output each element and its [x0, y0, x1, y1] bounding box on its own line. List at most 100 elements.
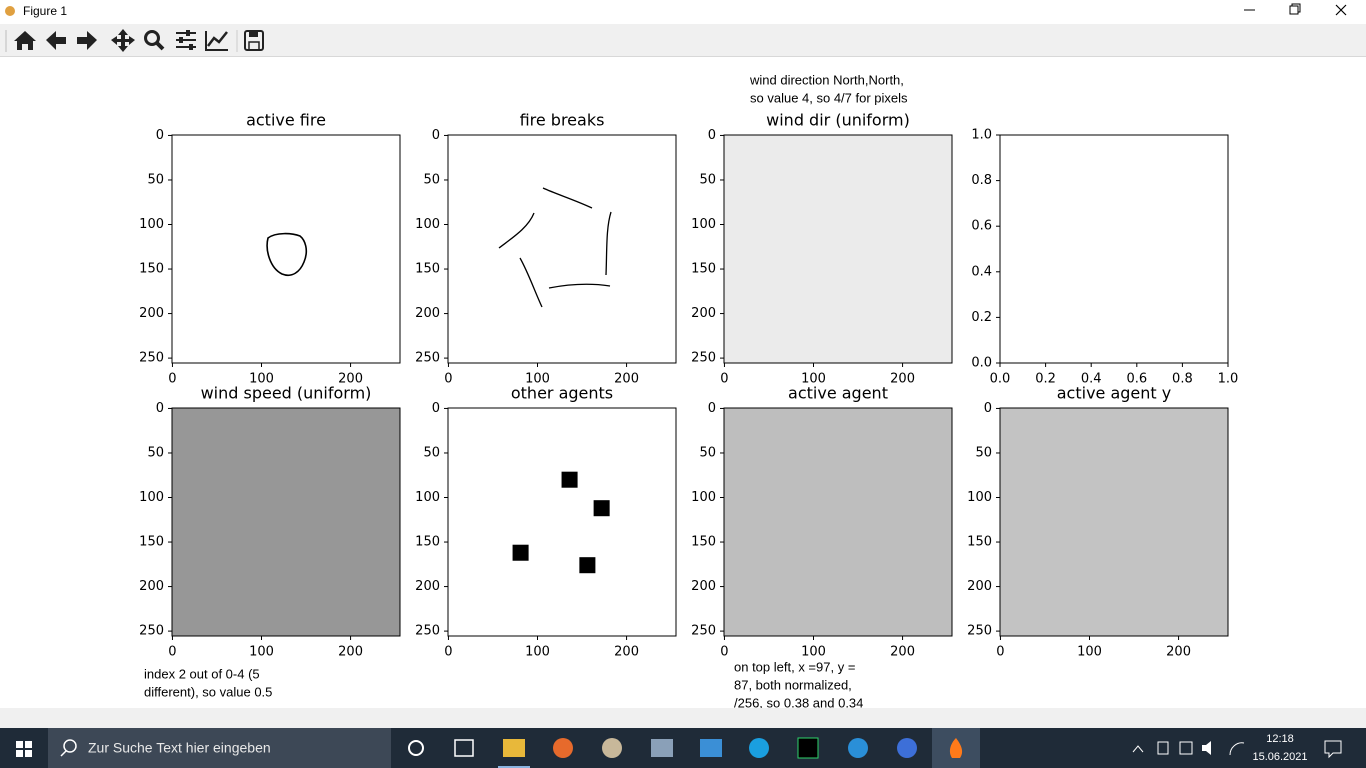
save-button[interactable]	[244, 30, 264, 51]
y-tick-label: 200	[967, 579, 992, 594]
axes-image	[172, 408, 400, 636]
agent	[593, 500, 610, 517]
back-button[interactable]	[46, 31, 66, 50]
x-tick-label: 100	[249, 645, 274, 660]
network-icon[interactable]	[1229, 742, 1245, 756]
y-tick-label: 0	[708, 128, 716, 143]
task-view-button[interactable]	[454, 739, 474, 757]
pan-button[interactable]	[111, 29, 135, 52]
y-tick-label: 250	[415, 624, 440, 639]
y-tick-label: 250	[691, 624, 716, 639]
subplot: fire breaks 0 100 200 0 50 100 150 200 250	[415, 111, 677, 387]
x-tick-label: 200	[614, 372, 639, 387]
y-tick-label: 50	[699, 172, 716, 187]
x-tick-label: 0.6	[1126, 372, 1147, 387]
y-tick-label: 50	[147, 172, 164, 187]
axes-frame	[723, 407, 953, 637]
axes-edit-button[interactable]	[205, 31, 228, 51]
clock-date: 15.06.2021	[1252, 751, 1307, 763]
x-tick-label: 100	[1077, 645, 1102, 660]
annotation: different), so value 0.5	[144, 684, 272, 699]
axes-title: wind dir (uniform)	[766, 111, 910, 130]
skype-icon[interactable]	[749, 738, 769, 758]
subplot: active agent 0 100 200 0 50 100 150 200 250	[691, 384, 953, 660]
axes-image	[1000, 135, 1228, 363]
x-tick-label: 0	[996, 645, 1004, 660]
y-tick-label: 100	[415, 490, 440, 505]
y-tick-label: 100	[415, 217, 440, 232]
app-icon-5[interactable]	[700, 739, 722, 757]
y-tick-label: 0	[156, 128, 164, 143]
y-tick-label: 100	[691, 490, 716, 505]
signal-icon[interactable]	[897, 738, 917, 758]
close-button[interactable]	[1335, 4, 1347, 16]
pycharm-icon[interactable]	[797, 737, 819, 759]
cortana-button[interactable]	[408, 740, 424, 756]
annotation: 87, both normalized,	[734, 677, 852, 692]
y-tick-label: 150	[415, 535, 440, 550]
search-box[interactable]: Zur Suche Text hier eingeben	[48, 728, 391, 768]
axes-title: active agent	[788, 384, 888, 403]
window-title: Figure 1	[23, 4, 67, 18]
axes-image	[1000, 408, 1228, 636]
x-tick-label: 200	[338, 645, 363, 660]
y-tick-label: 150	[691, 262, 716, 277]
y-tick-label: 250	[139, 624, 164, 639]
y-tick-label: 0	[156, 401, 164, 416]
annotation: /256, so 0.38 and 0.34	[734, 695, 863, 710]
axes-frame	[447, 134, 677, 364]
firefox-icon[interactable]	[553, 738, 573, 758]
tray-icon[interactable]	[1179, 741, 1193, 755]
annotation: wind direction North,North,	[749, 72, 904, 87]
x-tick-label: 1.0	[1218, 372, 1239, 387]
fire-ring	[266, 232, 308, 277]
edge-icon[interactable]	[848, 738, 868, 758]
y-tick-label: 100	[139, 490, 164, 505]
axes-frame	[999, 407, 1229, 637]
y-tick-label: 1.0	[971, 128, 992, 143]
configure-button[interactable]	[176, 30, 196, 50]
app-icon-4[interactable]	[651, 739, 673, 757]
y-tick-label: 0.8	[971, 173, 992, 188]
zoom-button[interactable]	[144, 30, 165, 51]
y-tick-label: 50	[423, 172, 440, 187]
x-tick-label: 200	[890, 372, 915, 387]
axes-title: active agent y	[1057, 384, 1172, 403]
x-tick-label: 0.8	[1172, 372, 1193, 387]
y-tick-label: 250	[967, 624, 992, 639]
x-tick-label: 100	[801, 645, 826, 660]
axes-title: fire breaks	[520, 111, 605, 130]
start-button[interactable]	[16, 741, 32, 757]
x-tick-label: 200	[338, 372, 363, 387]
tray-expand[interactable]	[1132, 745, 1144, 753]
y-tick-label: 50	[423, 445, 440, 460]
subplot: wind speed (uniform) 0 100 200 0 50 100 150 200 2…	[139, 384, 401, 660]
tray-icon[interactable]	[1157, 741, 1169, 755]
axes-title: other agents	[511, 384, 613, 403]
notifications-button[interactable]	[1324, 740, 1342, 759]
y-tick-label: 0	[432, 128, 440, 143]
toolbar	[0, 24, 1366, 57]
x-tick-label: 0	[720, 372, 728, 387]
volume-icon[interactable]	[1202, 741, 1211, 755]
x-tick-label: 0	[444, 645, 452, 660]
restore-button[interactable]	[1289, 3, 1301, 15]
agent	[561, 471, 578, 488]
x-tick-label: 0	[444, 372, 452, 387]
x-tick-label: 200	[1166, 645, 1191, 660]
subplot: 0.0 0.2 0.4 0.6 0.8 1.0 0.0 0.2 0.4 0.6 0.8 1.0	[971, 128, 1238, 387]
axes-title: wind speed (uniform)	[201, 384, 372, 403]
forward-button[interactable]	[77, 31, 97, 50]
x-tick-label: 100	[525, 372, 550, 387]
status-bar	[0, 708, 1366, 728]
x-tick-label: 0	[168, 645, 176, 660]
y-tick-label: 0	[984, 401, 992, 416]
figure-icon	[949, 738, 963, 758]
home-button[interactable]	[14, 31, 36, 50]
paint-icon[interactable]	[602, 738, 622, 758]
y-tick-label: 150	[415, 262, 440, 277]
agent	[512, 544, 529, 561]
subplot: active fire 0 100 200 0 50 100 150 200 250	[139, 111, 401, 387]
explorer-icon[interactable]	[503, 739, 525, 757]
